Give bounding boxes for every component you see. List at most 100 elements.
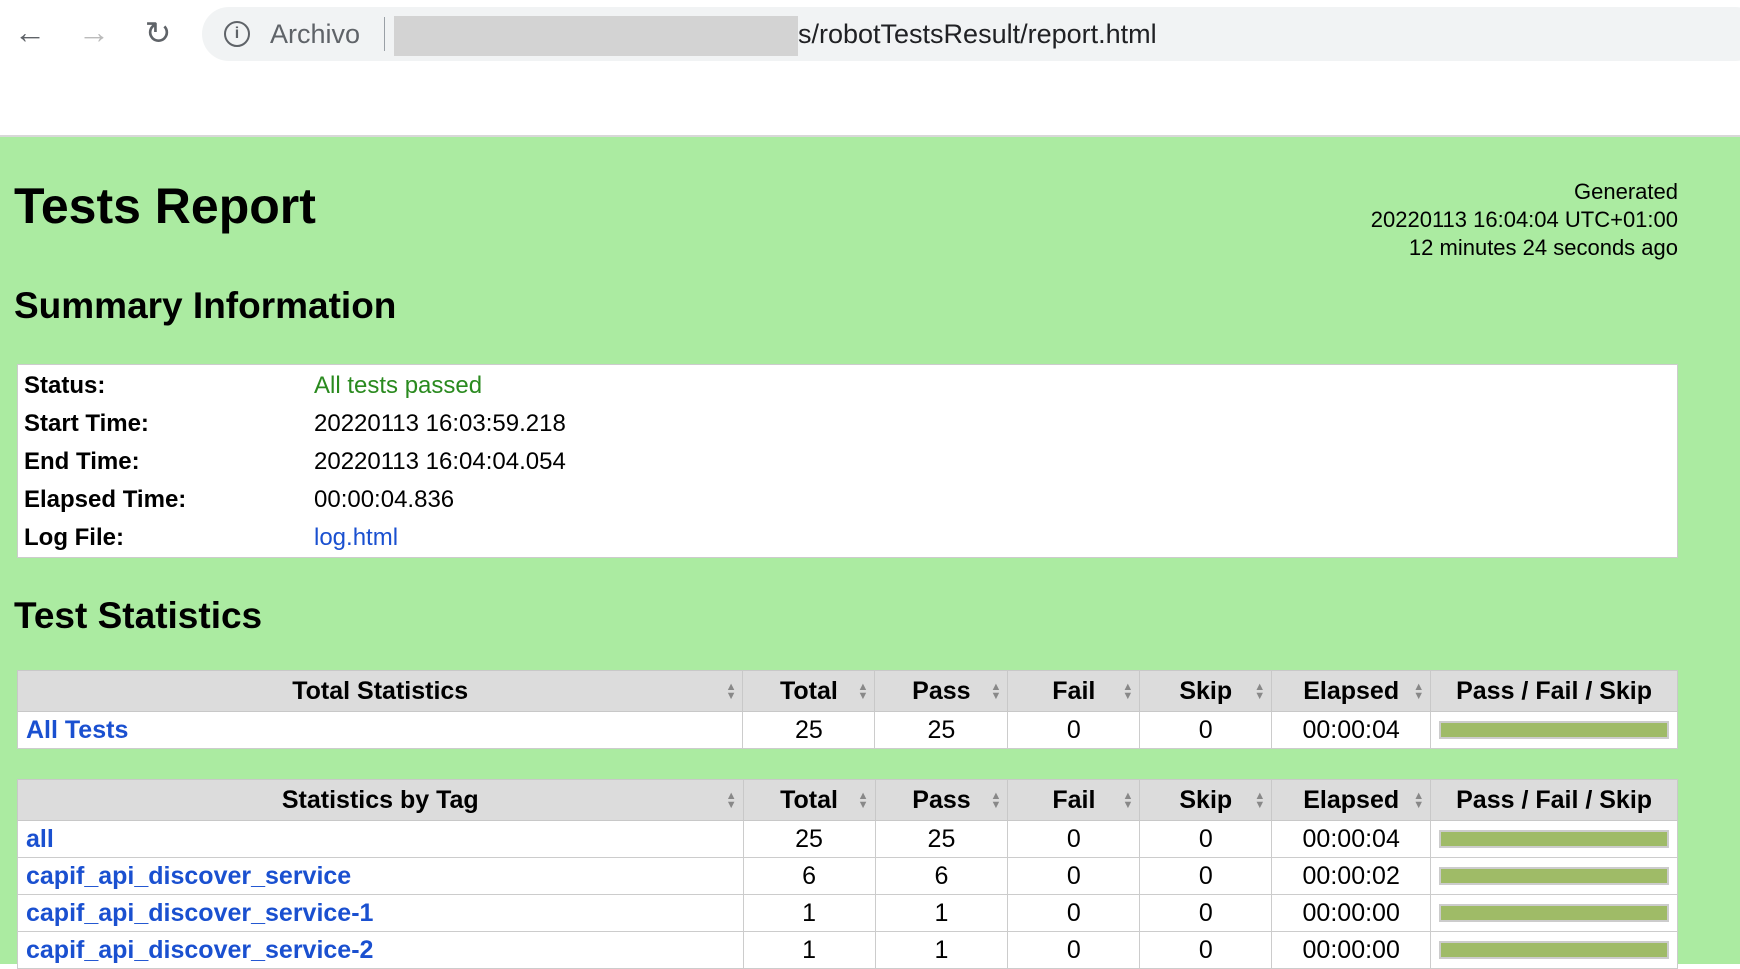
generated-timestamp: 20220113 16:04:04 UTC+01:00: [1370, 207, 1678, 232]
elapsed-cell: 00:00:00: [1271, 894, 1432, 932]
skip-cell: 0: [1139, 857, 1273, 895]
elapsed-cell: 00:00:02: [1271, 857, 1432, 895]
fail-cell: 0: [1007, 857, 1141, 895]
page-title: Tests Report: [14, 178, 316, 234]
table-row: capif_api_discover_service 6 6 0 0 00:00:02: [17, 857, 1678, 895]
column-header[interactable]: Fail ▲ ▼: [1007, 779, 1141, 821]
reload-icon[interactable]: ↻: [144, 15, 172, 51]
total-cell: 25: [742, 820, 876, 858]
total-cell: 1: [742, 931, 876, 969]
sort-icon[interactable]: ▲ ▼: [857, 790, 869, 811]
summary-key: Log File:: [24, 524, 124, 551]
elapsed-time-value: 00:00:04.836: [314, 486, 455, 513]
skip-cell: 0: [1139, 931, 1273, 969]
elapsed-cell: 00:00:00: [1271, 931, 1432, 969]
pass-cell: 25: [874, 711, 1009, 749]
table-row: capif_api_discover_service-2 1 1 0 0 00:00:00: [17, 931, 1678, 969]
column-header-name[interactable]: Statistics by Tag ▲ ▼: [17, 779, 744, 821]
stat-name-link[interactable]: capif_api_discover_service-1: [26, 898, 374, 927]
summary-key: Elapsed Time:: [24, 486, 187, 513]
sort-icon[interactable]: ▲ ▼: [1122, 790, 1134, 811]
fail-cell: 0: [1007, 711, 1141, 749]
arrow-left-icon[interactable]: ←: [14, 14, 46, 50]
column-header[interactable]: Fail ▲ ▼: [1007, 670, 1141, 712]
column-header[interactable]: Skip ▲ ▼: [1139, 670, 1273, 712]
info-icon[interactable]: i: [224, 21, 250, 47]
sort-icon[interactable]: ▲ ▼: [990, 790, 1002, 811]
stat-name-cell: capif_api_discover_service: [17, 857, 744, 895]
stat-name-cell: all: [17, 820, 744, 858]
sort-icon[interactable]: ▲ ▼: [990, 681, 1002, 702]
arrow-right-icon[interactable]: →: [78, 14, 110, 50]
sort-icon[interactable]: ▲ ▼: [1254, 681, 1266, 702]
pass-cell: 1: [874, 931, 1009, 969]
stat-name-link[interactable]: all: [26, 824, 54, 853]
table-row: all 25 25 0 0 00:00:04: [17, 820, 1678, 858]
total-cell: 25: [742, 711, 876, 749]
browser-toolbar: ← → ↻ i Archivo s/robotTestsResult/repor…: [0, 0, 1740, 135]
end-time-value: 20220113 16:04:04.054: [314, 448, 566, 475]
elapsed-cell: 00:00:04: [1271, 820, 1432, 858]
generated-ago: 12 minutes 24 seconds ago: [1408, 235, 1678, 260]
start-time-value: 20220113 16:03:59.218: [314, 410, 566, 437]
graph-cell: [1430, 711, 1678, 749]
fail-cell: 0: [1007, 894, 1141, 932]
divider: [384, 17, 385, 51]
column-header[interactable]: Elapsed ▲ ▼: [1271, 779, 1432, 821]
sort-icon[interactable]: ▲ ▼: [1413, 681, 1425, 702]
pass-cell: 1: [874, 894, 1009, 932]
generated-info: Generated 20220113 16:04:04 UTC+01:00 12…: [1371, 178, 1678, 262]
stat-name-link[interactable]: capif_api_discover_service-2: [26, 935, 374, 964]
fail-cell: 0: [1007, 931, 1141, 969]
pass-cell: 6: [874, 857, 1009, 895]
summary-table: Status: All tests passed Start Time: 20220…: [17, 364, 1678, 558]
stat-name-link[interactable]: All Tests: [26, 715, 129, 744]
column-header[interactable]: Total ▲ ▼: [742, 779, 876, 821]
pass-bar: [1439, 867, 1669, 885]
log-file-link[interactable]: log.html: [314, 524, 399, 551]
pass-cell: 25: [874, 820, 1009, 858]
table-row: capif_api_discover_service-1 1 1 0 0 00:00:00: [17, 894, 1678, 932]
column-header-name[interactable]: Total Statistics ▲ ▼: [16, 670, 744, 712]
total-cell: 1: [742, 894, 876, 932]
summary-key: Start Time:: [24, 410, 149, 437]
stat-name-link[interactable]: capif_api_discover_service: [26, 861, 352, 890]
pass-bar: [1439, 904, 1669, 922]
pass-bar: [1439, 721, 1669, 739]
graph-cell: [1430, 894, 1678, 932]
status-value: All tests passed: [314, 372, 483, 399]
skip-cell: 0: [1139, 820, 1273, 858]
table-row: All Tests 25 25 0 0 00:00:04: [16, 711, 1678, 749]
column-header[interactable]: Elapsed ▲ ▼: [1271, 670, 1432, 712]
elapsed-cell: 00:00:04: [1271, 711, 1432, 749]
summary-row-status: Status: All tests passed: [24, 367, 1664, 405]
column-header[interactable]: Skip ▲ ▼: [1139, 779, 1273, 821]
sort-icon[interactable]: ▲ ▼: [857, 681, 869, 702]
summary-row-end: End Time: 20220113 16:04:04.054: [24, 443, 1664, 481]
column-header: Pass / Fail / Skip: [1430, 670, 1678, 712]
skip-cell: 0: [1139, 894, 1273, 932]
graph-cell: [1430, 820, 1678, 858]
graph-cell: [1430, 931, 1678, 969]
sort-icon[interactable]: ▲ ▼: [1413, 790, 1425, 811]
address-bar[interactable]: i Archivo s/robotTestsResult/report.html: [202, 7, 1740, 61]
stat-name-cell: All Tests: [16, 711, 744, 749]
graph-cell: [1430, 857, 1678, 895]
column-header[interactable]: Pass ▲ ▼: [874, 779, 1009, 821]
sort-icon[interactable]: ▲ ▼: [725, 790, 737, 811]
stat-name-cell: capif_api_discover_service-1: [17, 894, 744, 932]
scheme-label: Archivo: [270, 19, 361, 49]
sort-icon[interactable]: ▲ ▼: [725, 681, 737, 702]
summary-row-elapsed: Elapsed Time: 00:00:04.836: [24, 481, 1664, 519]
fail-cell: 0: [1007, 820, 1141, 858]
skip-cell: 0: [1139, 711, 1273, 749]
url-text[interactable]: s/robotTestsResult/report.html: [798, 19, 1157, 49]
stat-name-cell: capif_api_discover_service-2: [17, 931, 744, 969]
tag-statistics-table: Statistics by Tag ▲ ▼ Total ▲ ▼ Pass ▲ ▼ Fail ▲ ▼ Sk…: [17, 779, 1678, 969]
sort-icon[interactable]: ▲ ▼: [1122, 681, 1134, 702]
column-header[interactable]: Pass ▲ ▼: [874, 670, 1009, 712]
header-row: Total Statistics ▲ ▼ Total ▲ ▼ Pass ▲ ▼ Fail ▲ ▼ Ski…: [16, 670, 1678, 712]
column-header[interactable]: Total ▲ ▼: [742, 670, 876, 712]
report-page: Tests Report Generated 20220113 16:04:04…: [0, 135, 1740, 969]
sort-icon[interactable]: ▲ ▼: [1254, 790, 1266, 811]
